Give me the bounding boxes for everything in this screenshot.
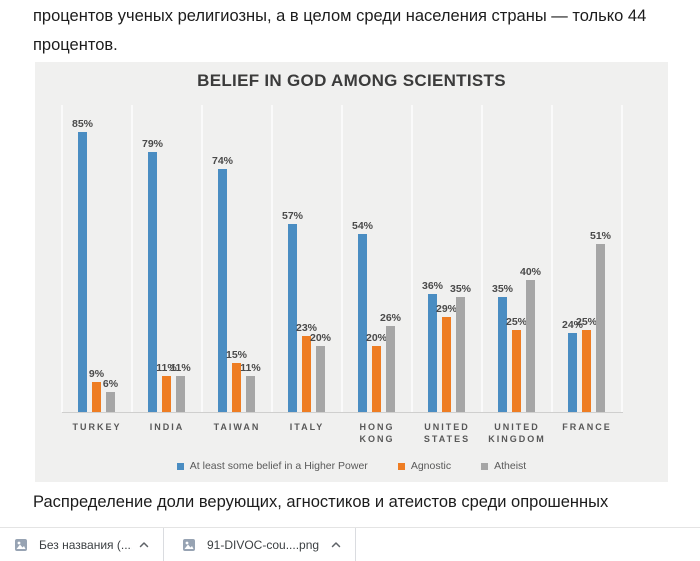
bar: [358, 234, 367, 412]
bar: [232, 363, 241, 412]
bar-value-label: 40%: [519, 266, 541, 278]
bar: [246, 376, 255, 412]
bar-value-label: 11%: [170, 362, 191, 374]
bar: [176, 376, 185, 412]
bar-value-label: 11%: [240, 362, 261, 374]
legend-item: Agnostic: [397, 460, 452, 472]
gridline: [481, 105, 483, 412]
bar-value-label: 51%: [589, 230, 611, 242]
bar-value-label: 6%: [102, 378, 119, 390]
image-file-icon: [182, 538, 196, 552]
bar-value-label: 23%: [295, 322, 317, 334]
bar: [78, 132, 87, 412]
legend-label: Atheist: [494, 460, 527, 472]
image-file-icon: [14, 538, 28, 552]
category-label: TAIWAN: [213, 422, 261, 432]
bar-value-label: 36%: [421, 280, 443, 292]
download-filename: Без названия (....png: [39, 537, 132, 552]
category-label: TURKEY: [72, 422, 122, 432]
bar: [302, 336, 311, 412]
downloads-divider: [163, 528, 164, 561]
paragraph-line-1: процентов ученых религиозны, а в целом с…: [33, 7, 647, 25]
chevron-up-icon[interactable]: [138, 539, 150, 551]
gridline: [621, 105, 623, 412]
bar: [596, 244, 605, 412]
bar: [162, 376, 171, 412]
bar: [92, 382, 101, 412]
download-item-1[interactable]: Без названия (....png: [0, 528, 163, 561]
bar-value-label: 11%: [156, 362, 177, 374]
bar: [372, 346, 381, 412]
bar: [428, 294, 437, 412]
bar-value-label: 35%: [449, 283, 471, 295]
gridline: [271, 105, 273, 412]
bar-value-label: 20%: [309, 332, 331, 344]
bar-value-label: 15%: [225, 349, 247, 361]
bar: [288, 224, 297, 412]
bar-value-label: 25%: [575, 316, 597, 328]
category-label: UNITED STATES: [423, 422, 471, 444]
legend-swatch-icon: [397, 462, 405, 470]
legend-label: At least some belief in a Higher Power: [189, 460, 368, 472]
gridline: [411, 105, 413, 412]
bar-value-label: 85%: [71, 118, 93, 130]
legend-item: Atheist: [481, 460, 526, 472]
legend-label: Agnostic: [410, 460, 452, 472]
download-item-2[interactable]: 91-DIVOC-cou....png: [164, 528, 355, 561]
bar-value-label: 57%: [281, 210, 303, 222]
downloads-divider: [355, 528, 356, 561]
bar: [106, 392, 115, 412]
bar: [316, 346, 325, 412]
chart-figure: BELIEF IN GOD AMONG SCIENTISTS 85% 79% 74%…: [35, 62, 668, 482]
chart-legend: At least some belief in a Higher Power Ag…: [35, 460, 668, 472]
bar-value-label: 25%: [505, 316, 527, 328]
paragraph-line-2: процентов.: [33, 36, 118, 54]
gridline: [201, 105, 203, 412]
bar-value-label: 35%: [491, 283, 513, 295]
bar: [526, 280, 535, 412]
bar: [442, 317, 451, 412]
bar-value-label: 26%: [379, 312, 401, 324]
bar: [218, 169, 227, 412]
chart-title: BELIEF IN GOD AMONG SCIENTISTS: [197, 71, 506, 90]
category-label: FRANCE: [562, 422, 612, 432]
category-axis: TURKEY INDIA TAIWAN ITALY HONG KONG UNITED ST…: [62, 422, 623, 445]
bar-value-label: 54%: [351, 220, 373, 232]
document-paragraph: процентов ученых религиозны, а в целом с…: [33, 2, 646, 60]
bar: [386, 326, 395, 412]
category-label: INDIA: [149, 422, 185, 432]
bar: [498, 297, 507, 412]
download-filename: 91-DIVOC-cou....png: [207, 537, 320, 552]
bar-value-label: 79%: [141, 138, 163, 150]
legend-swatch-icon: [481, 462, 489, 470]
category-label: HONG KONG: [359, 422, 395, 444]
bar-value-label: 24%: [561, 319, 583, 331]
legend-swatch-icon: [176, 462, 184, 470]
bar-value-label: 29%: [435, 303, 457, 315]
gridline: [551, 105, 553, 412]
plot-area: 85% 79% 74% 57% 54% 36% 35% 24% 9% 11% 15% 23% 20% 29…: [61, 105, 623, 413]
bar-value-label: 74%: [211, 155, 233, 167]
bar: [148, 152, 157, 412]
downloads-bar: Без названия (....png 91-DIVOC-cou....pn…: [0, 527, 700, 561]
chevron-up-icon[interactable]: [330, 539, 342, 551]
gridline: [341, 105, 343, 412]
legend-item: At least some belief in a Higher Power: [176, 460, 368, 472]
bar: [456, 297, 465, 412]
bar: [582, 330, 591, 412]
category-label: ITALY: [289, 422, 325, 432]
category-label: UNITED KINGDOM: [488, 422, 546, 444]
bar-value-label: 20%: [365, 332, 387, 344]
bar-value-label: 9%: [88, 368, 105, 380]
document-caption: Распределение доли верующих, агностиков …: [33, 493, 609, 511]
bar: [568, 333, 577, 412]
gridline: [131, 105, 133, 412]
bar: [512, 330, 521, 412]
gridline: [61, 105, 63, 412]
